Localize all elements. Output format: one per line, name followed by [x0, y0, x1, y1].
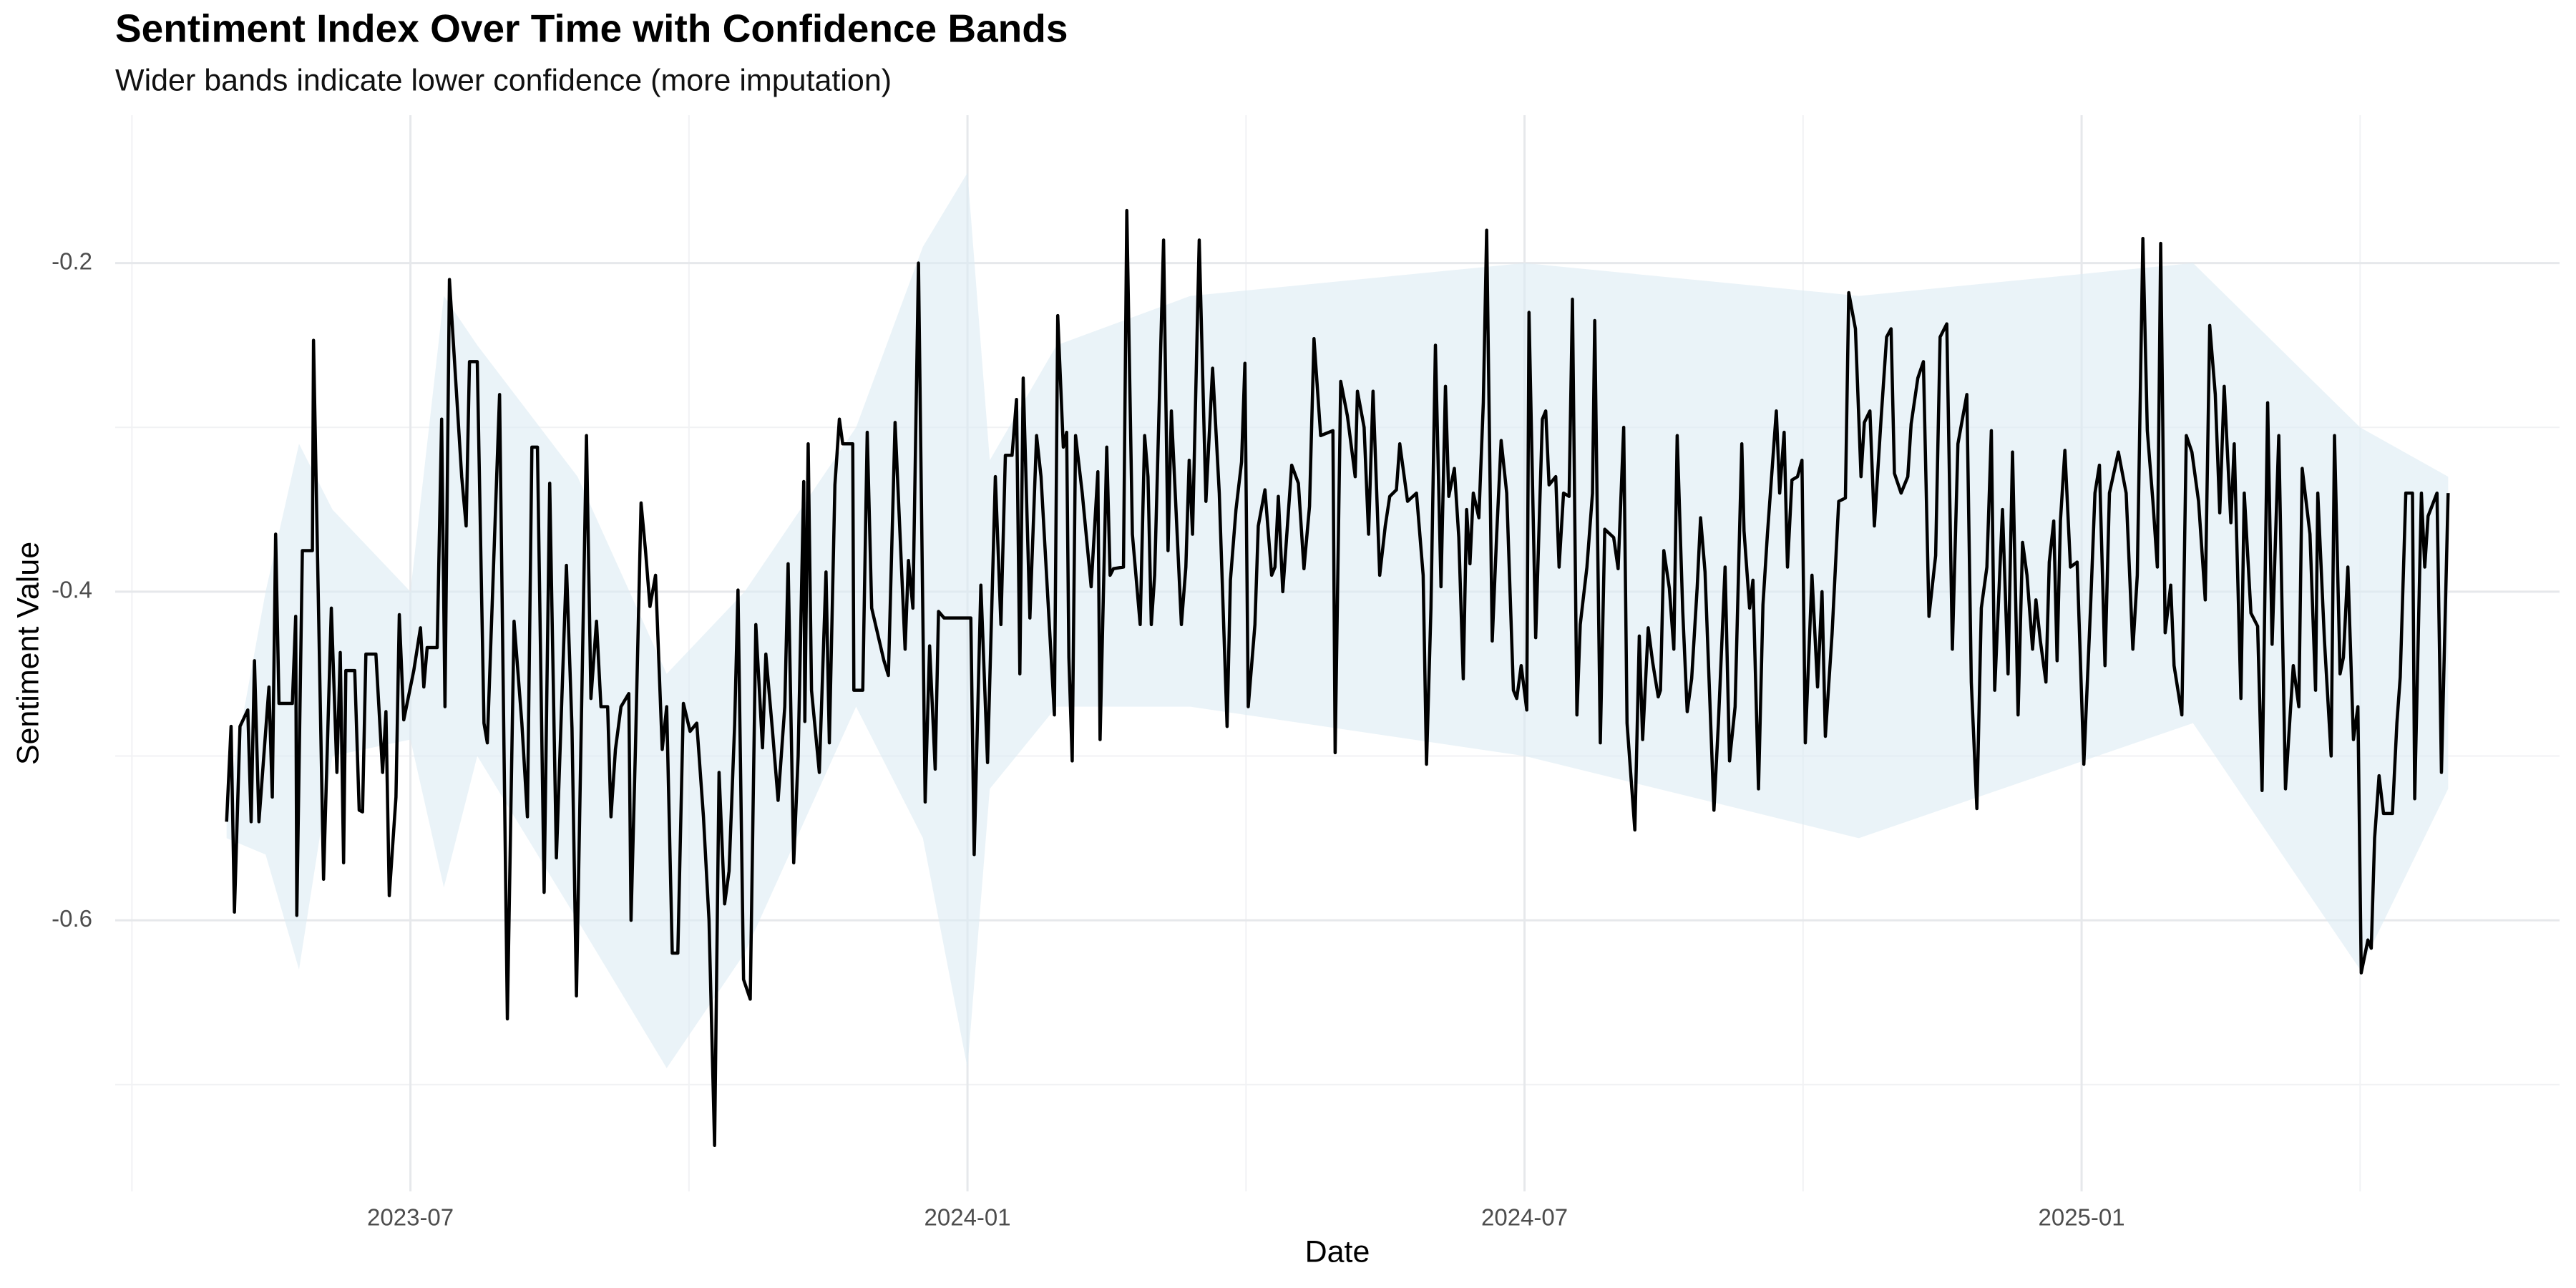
x-axis-title: Date [1305, 1234, 1370, 1269]
y-tick-label: -0.6 [52, 905, 92, 932]
y-tick-label: -0.2 [52, 248, 92, 274]
x-tick-label: 2023-07 [367, 1204, 454, 1231]
chart-title: Sentiment Index Over Time with Confidenc… [115, 6, 1068, 51]
chart-subtitle: Wider bands indicate lower confidence (m… [115, 63, 892, 97]
x-tick-label: 2024-01 [924, 1204, 1011, 1231]
y-tick-label: -0.4 [52, 577, 92, 603]
x-tick-label: 2025-01 [2039, 1204, 2125, 1231]
y-axis-title: Sentiment Value [11, 542, 45, 765]
data-line [225, 208, 2450, 1147]
x-tick-label: 2024-07 [1481, 1204, 1568, 1231]
